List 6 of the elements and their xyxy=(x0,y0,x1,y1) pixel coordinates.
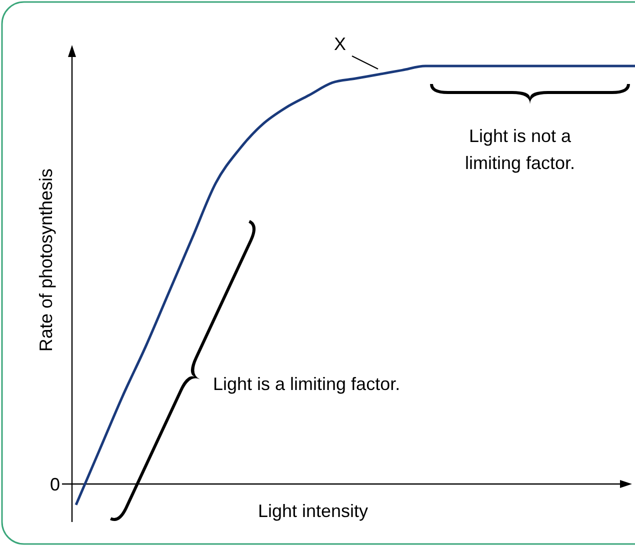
x-axis-title: Light intensity xyxy=(258,501,368,521)
annotation: Light is not a limiting factor. xyxy=(464,126,576,173)
y-axis-title: Rate of photosynthesis xyxy=(36,168,56,352)
annotation: Light is a limiting factor. xyxy=(213,374,400,394)
text: X xyxy=(334,34,346,54)
text: 0 xyxy=(50,474,60,494)
